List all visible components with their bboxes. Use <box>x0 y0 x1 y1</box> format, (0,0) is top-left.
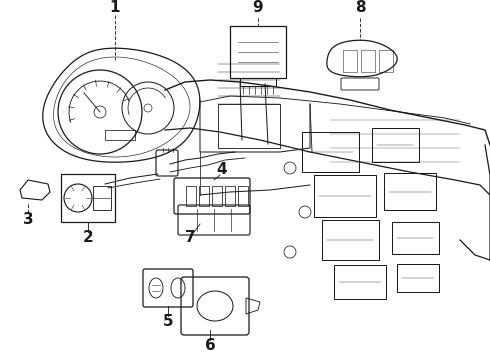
Bar <box>240 78 276 86</box>
Text: 4: 4 <box>217 162 227 177</box>
Text: 2: 2 <box>83 230 94 246</box>
Text: 8: 8 <box>355 0 366 15</box>
Bar <box>218 104 280 148</box>
Text: 3: 3 <box>23 212 33 228</box>
Bar <box>212 186 222 206</box>
Bar <box>230 26 286 78</box>
Bar <box>186 186 196 206</box>
Text: 6: 6 <box>205 338 216 354</box>
Bar <box>379 50 393 72</box>
Bar <box>105 130 135 140</box>
Text: 5: 5 <box>163 315 173 329</box>
Text: 9: 9 <box>253 0 263 15</box>
Bar <box>93 186 111 210</box>
Text: 1: 1 <box>110 0 120 15</box>
Bar <box>238 186 248 206</box>
Bar <box>199 186 209 206</box>
Bar <box>361 50 375 72</box>
Bar <box>343 50 357 72</box>
Bar <box>225 186 235 206</box>
Text: 7: 7 <box>185 230 196 244</box>
